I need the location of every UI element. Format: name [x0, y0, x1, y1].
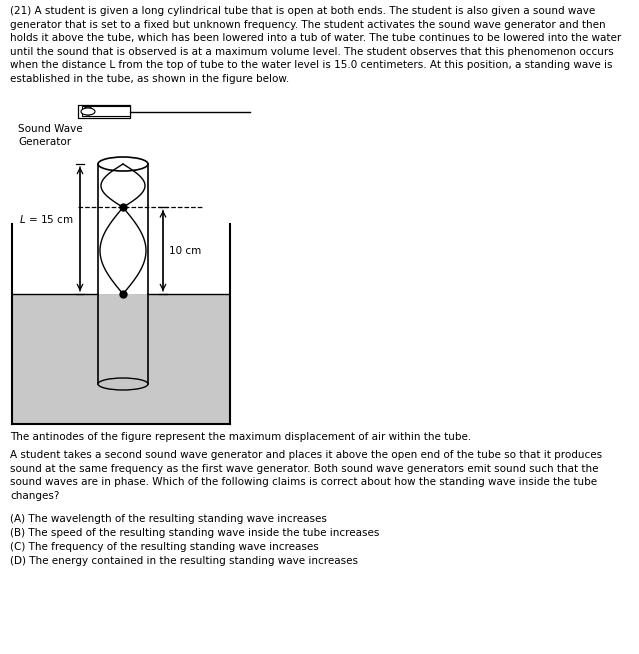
Polygon shape: [12, 294, 230, 424]
Text: (21) A student is given a long cylindrical tube that is open at both ends. The s: (21) A student is given a long cylindric…: [10, 6, 621, 84]
Text: (A) The wavelength of the resulting standing wave increases: (A) The wavelength of the resulting stan…: [10, 514, 327, 524]
Text: (D) The energy contained in the resulting standing wave increases: (D) The energy contained in the resultin…: [10, 556, 358, 566]
Polygon shape: [98, 164, 148, 294]
Ellipse shape: [83, 107, 93, 115]
Text: A student takes a second sound wave generator and places it above the open end o: A student takes a second sound wave gene…: [10, 450, 602, 501]
Ellipse shape: [98, 378, 148, 390]
Text: $L$ = 15 cm: $L$ = 15 cm: [19, 213, 74, 225]
Polygon shape: [78, 105, 130, 118]
Ellipse shape: [81, 108, 95, 115]
Polygon shape: [82, 106, 130, 116]
Text: (C) The frequency of the resulting standing wave increases: (C) The frequency of the resulting stand…: [10, 542, 319, 552]
Text: Sound Wave
Generator: Sound Wave Generator: [18, 124, 82, 147]
Text: 10 cm: 10 cm: [169, 246, 201, 256]
Ellipse shape: [98, 157, 148, 171]
Text: The antinodes of the figure represent the maximum displacement of air within the: The antinodes of the figure represent th…: [10, 432, 471, 442]
Text: (B) The speed of the resulting standing wave inside the tube increases: (B) The speed of the resulting standing …: [10, 528, 380, 538]
Polygon shape: [98, 294, 148, 384]
